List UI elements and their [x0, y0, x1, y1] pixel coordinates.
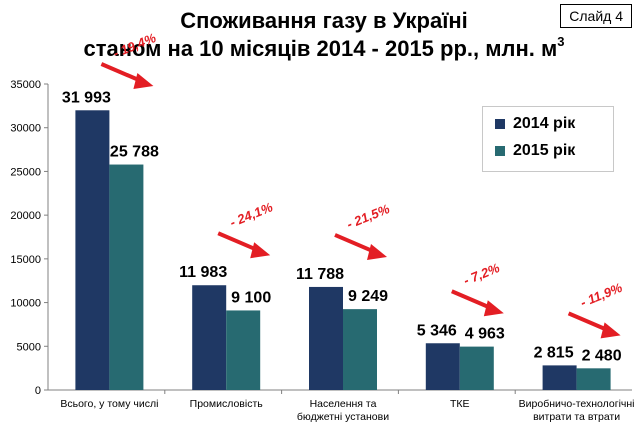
x-tick-label: Населення та [310, 398, 377, 410]
chart-title-text: станом на 10 місяців 2014 - 2015 рр., мл… [83, 36, 558, 61]
data-label: 31 993 [62, 89, 111, 106]
change-indicator: - 21,5% [334, 201, 393, 260]
bar-2014 [309, 286, 343, 390]
bar-2014 [425, 343, 460, 390]
legend-label-2015: 2015 рік [513, 142, 576, 159]
x-tick-label: Виробничо-технологічні [519, 398, 635, 410]
change-indicator: - 11,9% [567, 280, 625, 339]
bar-2015 [343, 309, 377, 390]
bar-2015 [576, 368, 611, 390]
change-percent-label: - 7,2% [461, 260, 502, 288]
change-indicator: - 7,2% [451, 260, 504, 317]
x-tick-label: Всього, у тому числі [60, 398, 158, 410]
data-label: 25 788 [110, 144, 159, 161]
decrease-arrow-head [250, 242, 271, 259]
y-tick-label: 20000 [10, 210, 41, 222]
change-indicator: - 19,4% [100, 30, 159, 89]
data-label: 9 249 [348, 288, 388, 305]
legend-label-2014: 2014 рік [513, 115, 576, 132]
slide-number-badge: Слайд 4 [560, 4, 632, 28]
data-label: 11 983 [179, 264, 227, 281]
y-tick-label: 10000 [10, 298, 41, 310]
x-tick-label: бюджетні установи [297, 411, 389, 423]
y-tick-label: 35000 [10, 79, 41, 91]
change-percent-label: - 24,1% [228, 199, 276, 230]
data-label: 9 100 [231, 289, 271, 306]
chart-title-line-1: Споживання газу в Україні [180, 8, 468, 33]
chart-title-line-2: станом на 10 місяців 2014 - 2015 рр., мл… [0, 34, 638, 62]
data-label: 2 480 [582, 347, 622, 364]
bar-2015 [459, 346, 494, 390]
data-label: 5 346 [417, 322, 457, 339]
decrease-arrow-head [483, 300, 504, 317]
legend-item-2014: 2014 рік [495, 115, 575, 133]
y-tick-label: 0 [35, 385, 41, 397]
data-label: 4 963 [465, 326, 505, 343]
chart-title-superscript: 3 [557, 34, 565, 49]
legend-item-2015: 2015 рік [495, 142, 575, 160]
bar-2015 [226, 310, 261, 390]
bar-2014 [192, 285, 227, 390]
legend-swatch-2014 [495, 119, 505, 129]
x-tick-label: витрати та втрати [533, 411, 620, 423]
data-label: 2 815 [534, 344, 574, 361]
decrease-arrow-head [367, 243, 387, 260]
y-tick-label: 15000 [10, 254, 41, 266]
legend-swatch-2015 [495, 146, 505, 156]
chart-legend: 2014 рік 2015 рік [482, 106, 614, 172]
decrease-arrow-head [600, 322, 621, 339]
decrease-arrow-head [133, 73, 154, 89]
change-percent-label: - 19,4% [111, 30, 159, 61]
change-percent-label: - 21,5% [345, 201, 393, 232]
x-tick-label: ТКЕ [450, 398, 470, 410]
y-tick-label: 5000 [17, 341, 41, 353]
data-label: 11 788 [296, 266, 344, 283]
x-tick-label: Промисловість [190, 398, 264, 410]
bar-2014 [75, 110, 110, 391]
bar-2014 [542, 365, 577, 390]
change-indicator: - 24,1% [217, 199, 276, 259]
y-tick-label: 25000 [10, 166, 41, 178]
bar-2015 [109, 164, 144, 390]
change-percent-label: - 11,9% [578, 280, 625, 310]
y-tick-label: 30000 [10, 123, 41, 135]
